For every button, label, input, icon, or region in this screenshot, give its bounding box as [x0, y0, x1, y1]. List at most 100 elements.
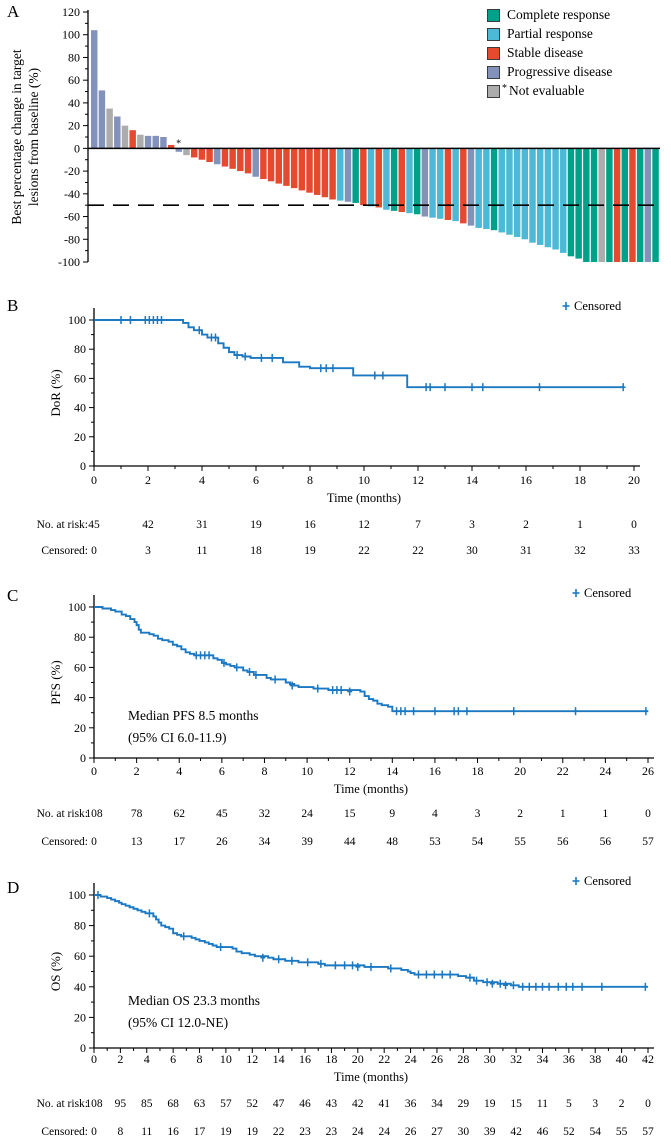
pfs-censored-row-value: 56	[600, 836, 612, 848]
dor-censored-row-value: 11	[196, 545, 207, 557]
a-y-tick-label: 100	[62, 28, 80, 42]
pfs-at-risk-value: 24	[301, 808, 313, 820]
os-censored-row-value: 30	[458, 1126, 470, 1138]
waterfall-bar	[452, 148, 459, 222]
pfs-x-tick-label: 14	[386, 764, 398, 778]
os-censored-row-value: 26	[405, 1126, 417, 1138]
os-at-risk-value: 0	[645, 1098, 651, 1110]
dor-survival-curve	[94, 319, 624, 389]
waterfall-bar	[460, 148, 467, 224]
waterfall-bar	[567, 148, 575, 257]
legend-swatch-pd	[487, 65, 500, 79]
os-at-risk-value: 42	[352, 1098, 364, 1110]
os-censored-row-value: 24	[352, 1126, 364, 1138]
os-censored-row-value: 0	[91, 1126, 97, 1138]
pfs-censored-row-label: Censored:	[41, 836, 88, 848]
pfs-y-tick-label: 80	[74, 630, 86, 644]
waterfall-bar	[629, 148, 636, 262]
os-at-risk-value: 43	[326, 1098, 338, 1110]
os-censored-row-value: 22	[273, 1126, 285, 1138]
dor-censored-legend-label: Censored	[574, 299, 622, 313]
pfs-censored-row-value: 34	[259, 836, 271, 848]
os-x-tick-label: 14	[273, 1052, 285, 1066]
dor-at-risk-value: 42	[142, 519, 154, 531]
pfs-x-tick-label: 26	[642, 764, 654, 778]
os-censored-row-value: 19	[247, 1126, 259, 1138]
os-survival-curve	[94, 894, 648, 988]
os-x-tick-label: 40	[616, 1052, 628, 1066]
pfs-x-tick-label: 18	[472, 764, 484, 778]
pfs-x-tick-label: 6	[219, 764, 225, 778]
pfs-y-tick-label: 0	[80, 751, 86, 765]
a-y-axis-title: lesions from baseline (%)	[26, 68, 41, 206]
waterfall-bar	[321, 148, 329, 198]
pfs-y-axis-title: PFS (%)	[48, 660, 63, 704]
dor-y-tick-label: 0	[80, 459, 86, 473]
dor-at-risk-value: 45	[88, 519, 100, 531]
waterfall-bar	[98, 90, 106, 149]
os-at-risk-value: 5	[566, 1098, 572, 1110]
waterfall-bar	[429, 148, 436, 218]
pfs-x-tick-label: 4	[176, 764, 182, 778]
pfs-x-tick-label: 16	[429, 764, 441, 778]
os-x-tick-label: 36	[563, 1052, 575, 1066]
waterfall-bar	[267, 148, 275, 182]
os-x-tick-label: 26	[431, 1052, 443, 1066]
os-at-risk-label: No. at risk:	[37, 1098, 88, 1110]
legend-label: Stable disease	[507, 45, 584, 60]
dor-y-tick-label: 100	[68, 313, 86, 327]
waterfall-bar	[214, 148, 221, 165]
pfs-censored-row-value: 44	[344, 836, 356, 848]
os-x-tick-label: 2	[117, 1052, 123, 1066]
panel-b-letter: B	[7, 296, 19, 315]
dor-censored-row-value: 33	[628, 545, 640, 557]
waterfall-bar	[421, 148, 429, 217]
pfs-x-tick-label: 22	[557, 764, 569, 778]
panel-c-letter: C	[7, 586, 19, 605]
waterfall-bar	[352, 148, 359, 203]
os-median-annotation: (95% CI 12.0-NE)	[128, 1015, 228, 1030]
pfs-at-risk-value: 108	[85, 808, 103, 820]
a-y-tick-label: -100	[58, 255, 80, 269]
a-asterisk: *	[176, 138, 181, 149]
waterfall-bar	[252, 148, 259, 177]
waterfall-bar	[121, 125, 129, 149]
os-censored-row-value: 19	[220, 1126, 232, 1138]
dor-censored-row-value: 30	[466, 545, 478, 557]
legend-swatch-cr	[487, 8, 500, 22]
dor-censored-row-label: Censored:	[41, 545, 88, 557]
dor-censored-row-value: 3	[145, 545, 151, 557]
legend-swatch-sd	[487, 46, 500, 60]
dor-at-risk-value: 1	[577, 519, 583, 531]
legend-item: Partial response	[487, 26, 612, 42]
pfs-x-tick-label: 2	[134, 764, 140, 778]
os-at-risk-value: 2	[619, 1098, 625, 1110]
dor-censored-row-value: 19	[304, 545, 316, 557]
waterfall-bar	[367, 148, 375, 207]
a-y-tick-label: 0	[74, 141, 80, 155]
waterfall-bar	[221, 148, 229, 167]
dor-at-risk-label: No. at risk:	[37, 519, 88, 531]
pfs-at-risk-value: 3	[475, 808, 481, 820]
os-x-tick-label: 10	[220, 1052, 232, 1066]
legend-label: Not evaluable	[509, 83, 585, 98]
waterfall-bar	[437, 148, 444, 219]
pfs-at-risk-value: 78	[131, 808, 143, 820]
waterfall-bar	[544, 148, 552, 248]
os-censored-legend-label: Censored	[584, 874, 632, 888]
waterfall-bar	[444, 148, 452, 220]
pfs-censored-row-value: 13	[131, 836, 143, 848]
os-at-risk-value: 63	[194, 1098, 206, 1110]
waterfall-bar	[560, 148, 567, 253]
dor-at-risk-value: 0	[631, 519, 637, 531]
os-at-risk-value: 3	[592, 1098, 598, 1110]
pfs-censored-row-value: 56	[557, 836, 569, 848]
response-legend: Complete response Partial response Stable …	[487, 7, 612, 99]
os-x-tick-label: 12	[246, 1052, 258, 1066]
waterfall-bar	[552, 148, 559, 250]
pfs-censored-row-value: 55	[514, 836, 526, 848]
legend-swatch-ne	[487, 84, 500, 98]
pfs-at-risk-value: 32	[259, 808, 271, 820]
